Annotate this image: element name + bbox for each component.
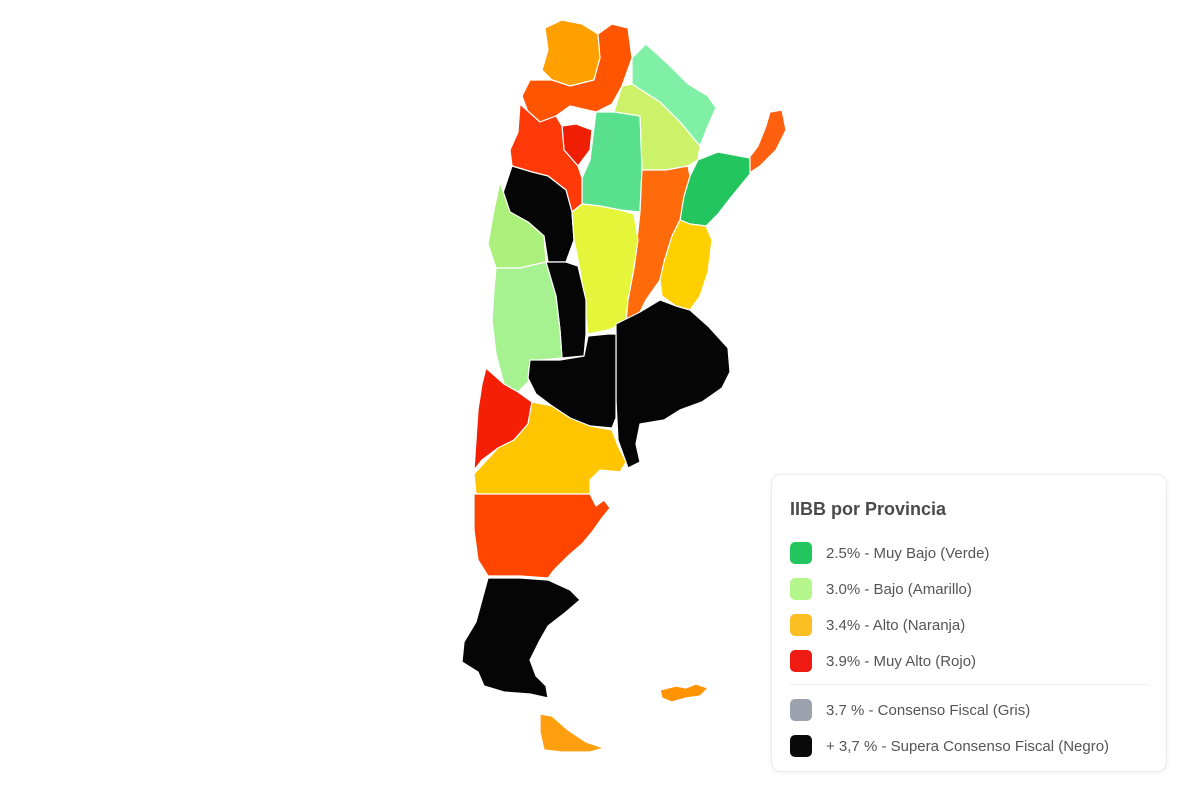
province-misiones[interactable] <box>745 109 787 175</box>
legend-item-supera-consenso: + 3,7 % - Supera Consenso Fiscal (Negro) <box>790 733 1148 759</box>
legend-swatch-red <box>790 650 812 672</box>
legend-item-bajo: 3.0% - Bajo (Amarillo) <box>790 576 1148 602</box>
province-santiago-del-estero[interactable] <box>581 111 643 213</box>
legend-divider <box>790 684 1148 685</box>
legend-label: 2.5% - Muy Bajo (Verde) <box>826 544 990 562</box>
legend-swatch-light-green <box>790 578 812 600</box>
legend-label: 3.0% - Bajo (Amarillo) <box>826 580 972 598</box>
legend-item-muy-bajo: 2.5% - Muy Bajo (Verde) <box>790 540 1148 566</box>
province-la-pampa[interactable] <box>527 333 617 429</box>
legend-swatch-black <box>790 735 812 757</box>
province-malvinas[interactable] <box>659 683 709 703</box>
legend-item-muy-alto: 3.9% - Muy Alto (Rojo) <box>790 648 1148 674</box>
legend-swatch-green <box>790 542 812 564</box>
legend-item-consenso-fiscal: 3.7 % - Consenso Fiscal (Gris) <box>790 697 1148 723</box>
legend-swatch-orange <box>790 614 812 636</box>
province-tierra-del-fuego[interactable] <box>539 713 605 753</box>
province-rio-negro[interactable] <box>473 401 627 495</box>
legend-label: 3.7 % - Consenso Fiscal (Gris) <box>826 701 1031 719</box>
legend-panel: IIBB por Provincia 2.5% - Muy Bajo (Verd… <box>771 474 1167 772</box>
province-buenos-aires[interactable] <box>615 299 731 469</box>
legend-label: 3.9% - Muy Alto (Rojo) <box>826 652 977 670</box>
province-chubut[interactable] <box>473 493 611 579</box>
legend-title: IIBB por Provincia <box>790 499 947 519</box>
province-jujuy[interactable] <box>541 19 601 87</box>
province-santa-cruz[interactable] <box>461 577 581 699</box>
legend-item-alto: 3.4% - Alto (Naranja) <box>790 612 1148 638</box>
legend-label: + 3,7 % - Supera Consenso Fiscal (Negro) <box>826 737 1110 755</box>
legend-label: 3.4% - Alto (Naranja) <box>826 616 966 634</box>
legend-swatch-gray <box>790 699 812 721</box>
